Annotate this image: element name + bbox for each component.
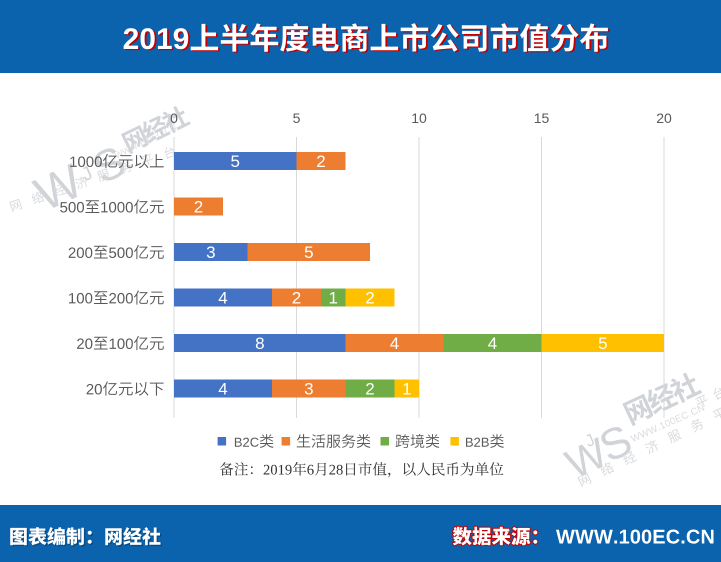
svg-text:1: 1 [402,380,411,399]
svg-text:2: 2 [316,152,325,171]
svg-text:10: 10 [411,110,427,126]
svg-text:5: 5 [230,152,239,171]
svg-text:0: 0 [170,110,178,126]
svg-text:4: 4 [218,289,227,308]
svg-text:4: 4 [390,334,399,353]
svg-text:8: 8 [255,334,264,353]
svg-text:2: 2 [365,289,374,308]
svg-text:4: 4 [488,334,497,353]
svg-text:20: 20 [656,110,672,126]
svg-text:15: 15 [534,110,550,126]
svg-text:4: 4 [218,380,227,399]
svg-text:2: 2 [194,198,203,217]
svg-text:2: 2 [292,289,301,308]
svg-text:2: 2 [365,380,374,399]
svg-text:1: 1 [328,289,337,308]
svg-text:5: 5 [293,110,301,126]
svg-text:3: 3 [304,380,313,399]
svg-text:5: 5 [598,334,607,353]
svg-text:5: 5 [304,243,313,262]
svg-text:3: 3 [206,243,215,262]
